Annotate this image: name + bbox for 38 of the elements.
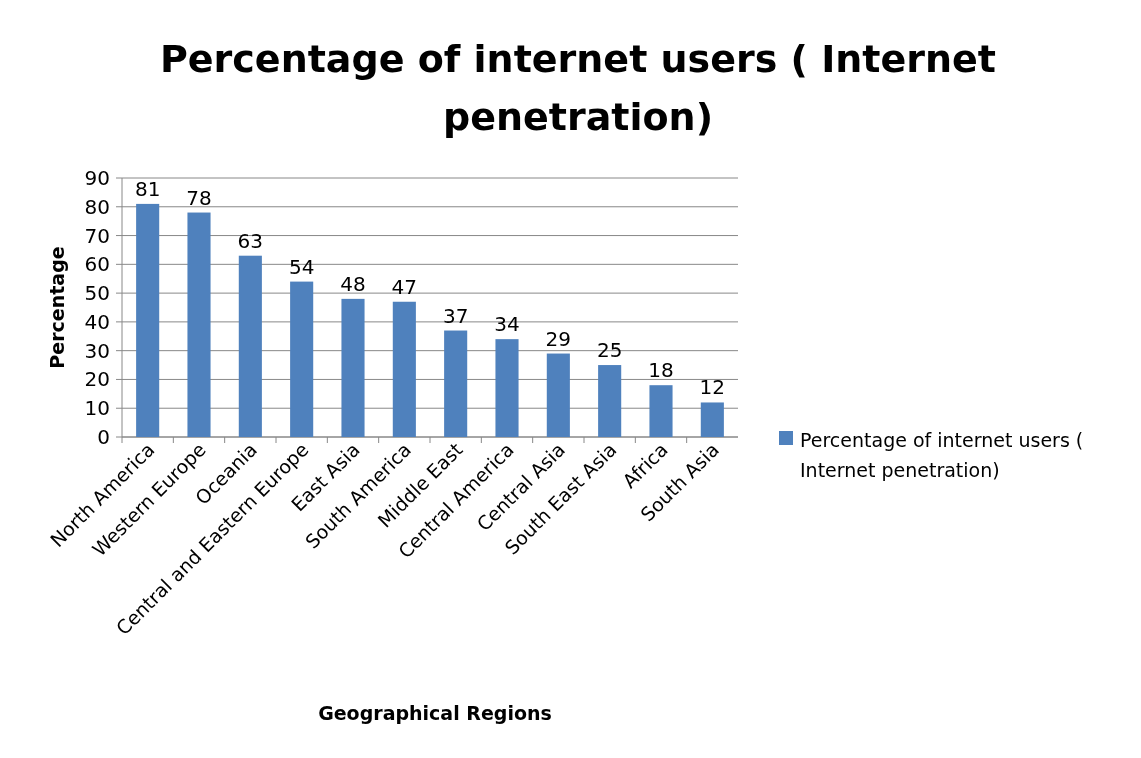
y-tick-label: 20 xyxy=(84,367,110,392)
bar xyxy=(392,301,416,437)
legend-label: Percentage of internet users ( Internet penetration) xyxy=(800,428,1084,481)
bar xyxy=(136,203,160,437)
bar xyxy=(187,212,211,437)
y-tick-label: 90 xyxy=(84,166,110,190)
data-label: 12 xyxy=(699,375,726,400)
y-tick-label: 30 xyxy=(84,338,110,363)
bar xyxy=(341,298,365,437)
bar xyxy=(495,339,519,437)
y-tick-label: 50 xyxy=(84,281,110,306)
y-tick-label: 70 xyxy=(84,223,110,248)
y-tick-label: 40 xyxy=(84,309,110,334)
y-tick-label: 80 xyxy=(84,194,110,219)
bar xyxy=(546,353,570,437)
data-label: 48 xyxy=(340,271,366,296)
data-label: 78 xyxy=(186,185,212,210)
data-label: 18 xyxy=(648,358,674,383)
chart-title: Percentage of internet users ( Internet penetration) xyxy=(159,37,997,139)
y-tick-label: 0 xyxy=(97,425,110,449)
bar xyxy=(700,402,724,437)
bar xyxy=(444,330,468,437)
data-label: 47 xyxy=(391,274,418,299)
data-label: 37 xyxy=(442,303,469,328)
y-tick-label: 60 xyxy=(84,252,110,277)
data-label: 25 xyxy=(596,338,623,363)
data-label: 29 xyxy=(545,326,572,351)
bar xyxy=(598,365,622,437)
data-label: 54 xyxy=(288,254,315,279)
data-label: 34 xyxy=(494,312,520,337)
bar xyxy=(238,255,262,437)
bar xyxy=(649,385,673,437)
y-tick-label: 10 xyxy=(84,396,110,421)
data-label: 81 xyxy=(134,176,161,201)
y-axis-title: Percentage xyxy=(46,246,68,369)
data-label: 63 xyxy=(237,228,264,253)
bar xyxy=(290,281,314,437)
x-axis-title: Geographical Regions xyxy=(318,702,552,724)
